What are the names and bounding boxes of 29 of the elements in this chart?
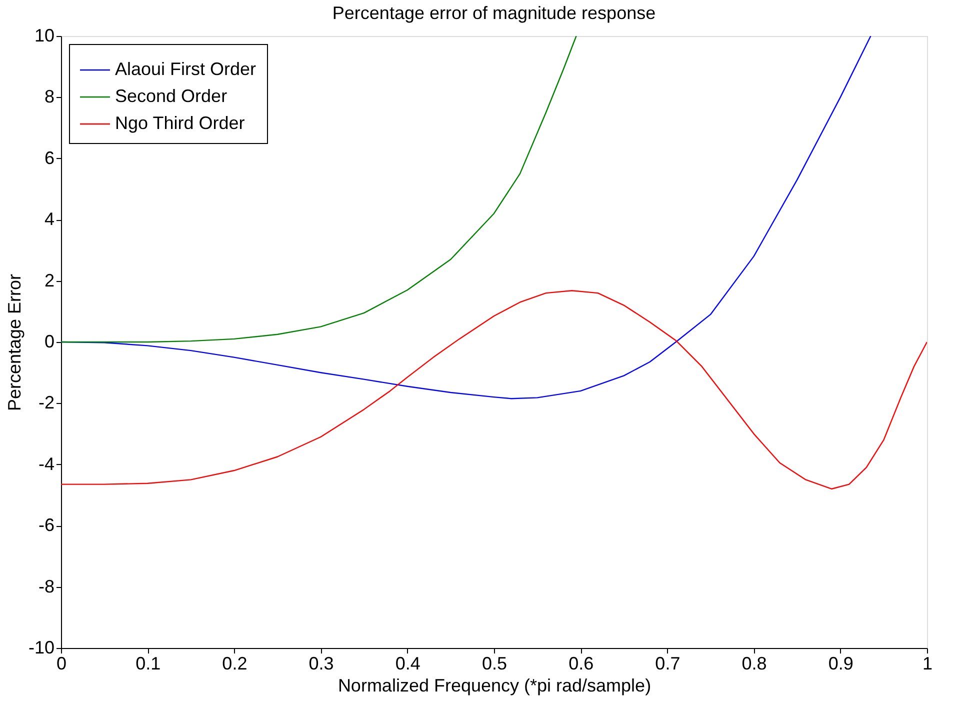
y-tick-label: 2 [44,270,54,290]
y-tick-label: -4 [38,454,54,474]
chart-title: Percentage error of magnitude response [332,3,656,23]
line-series [61,36,577,343]
y-tick-label: 0 [44,332,54,352]
y-tick-label: 8 [44,86,54,107]
x-tick-label: 0.6 [568,654,594,674]
legend-label: Ngo Third Order [115,113,245,133]
y-tick-label: -8 [38,576,54,596]
y-tick-label: -2 [38,392,54,413]
y-tick-label: 10 [34,26,54,46]
x-tick-label: 0.7 [655,654,680,674]
x-tick-label: 0.5 [482,654,508,674]
line-series [61,290,927,490]
x-tick-label: 0.9 [828,654,854,674]
x-tick-label: 1 [922,654,933,674]
x-tick-label: 0.4 [395,654,420,674]
y-tick-label: -6 [38,515,54,536]
x-tick-label: 0.2 [222,654,248,674]
x-axis-title: Normalized Frequency (*pi rad/sample) [338,676,652,696]
y-tick-label: -10 [28,638,54,658]
x-tick-label: 0.8 [742,654,767,674]
x-tick-label: 0.3 [308,654,334,674]
x-tick-label: 0.1 [136,654,161,674]
y-tick-label: 4 [44,209,54,230]
y-axis-title: Percentage Error [4,274,24,412]
legend-label: Second Order [115,86,228,106]
y-tick-label: 6 [44,148,54,168]
legend-label: Alaoui First Order [115,59,256,79]
